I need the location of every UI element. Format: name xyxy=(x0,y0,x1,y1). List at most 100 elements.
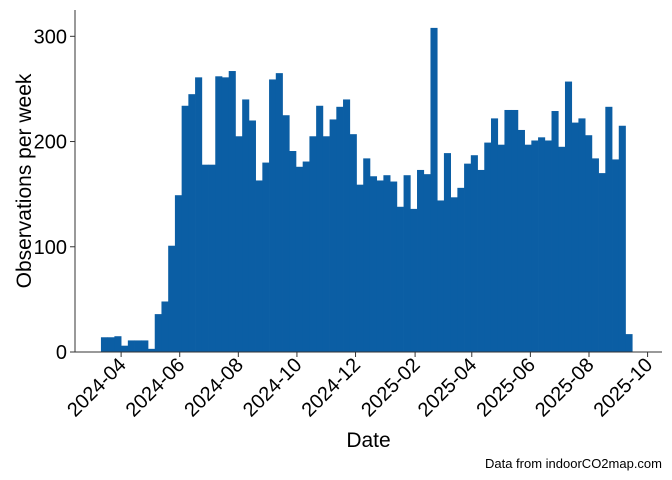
histogram-bar xyxy=(578,118,586,352)
histogram-bar xyxy=(564,81,573,352)
histogram-bar xyxy=(349,134,357,352)
histogram-bar xyxy=(329,119,337,352)
histogram-bar xyxy=(316,105,324,352)
y-tick-label: 0 xyxy=(56,342,67,364)
histogram-bar xyxy=(390,181,398,352)
histogram-bar xyxy=(470,155,478,352)
histogram-bar xyxy=(242,99,250,352)
histogram-bar xyxy=(571,122,579,352)
y-tick-label: 200 xyxy=(34,132,67,154)
histogram-bar xyxy=(551,111,559,353)
histogram-bar xyxy=(464,163,472,352)
histogram-bar xyxy=(457,187,465,352)
histogram-bar xyxy=(558,146,566,352)
data-source-caption: Data from indoorCO2map.com xyxy=(484,456,662,471)
histogram-bar xyxy=(504,109,512,352)
histogram-bar xyxy=(295,166,304,352)
histogram-bar xyxy=(215,76,223,353)
histogram-bar xyxy=(188,94,196,353)
histogram-bar xyxy=(531,140,539,352)
histogram-bar xyxy=(369,176,378,352)
x-tick-label: 2025-08 xyxy=(531,354,598,421)
x-axis-title: Date xyxy=(346,429,390,452)
histogram-bar xyxy=(544,140,552,352)
x-tick-label: 2024-04 xyxy=(63,354,130,421)
histogram-bar xyxy=(275,73,283,352)
x-tick-label: 2025-04 xyxy=(414,354,481,421)
y-tick-label: 100 xyxy=(34,237,67,259)
x-tick-label: 2025-10 xyxy=(590,354,657,421)
histogram-bar xyxy=(100,337,109,352)
y-axis-ticks: 0 100 200 300 xyxy=(34,26,75,364)
x-tick-label: 2025-06 xyxy=(472,354,539,421)
x-tick-label: 2024-08 xyxy=(180,354,247,421)
x-axis-ticks: 2024-042024-062024-082024-102024-122025-… xyxy=(63,352,657,421)
histogram-bar xyxy=(168,245,176,352)
histogram-bar xyxy=(174,195,182,352)
histogram-bar xyxy=(141,340,149,352)
histogram-bar xyxy=(612,159,620,352)
histogram-bar xyxy=(605,106,613,352)
x-tick-label: 2024-12 xyxy=(298,354,365,421)
histogram-bar xyxy=(497,144,505,352)
histogram-bar xyxy=(248,120,256,353)
histogram-bar xyxy=(477,169,485,352)
histogram-bar xyxy=(282,115,290,352)
histogram-bar xyxy=(289,151,297,352)
histogram-bar xyxy=(417,169,425,352)
histogram-bar xyxy=(255,180,263,352)
histogram-bar xyxy=(336,106,344,352)
histogram-bar xyxy=(269,79,277,352)
bars-group xyxy=(100,27,633,353)
histogram-bar xyxy=(598,173,606,352)
histogram-bar xyxy=(154,314,162,352)
histogram-bar xyxy=(376,180,384,352)
histogram-bar xyxy=(517,129,525,352)
x-tick-label: 2025-02 xyxy=(357,354,424,421)
histogram-bar xyxy=(538,137,546,352)
histogram-bar xyxy=(484,142,492,352)
histogram-bar xyxy=(343,99,351,352)
histogram-bar xyxy=(524,144,532,352)
histogram-bar xyxy=(423,174,431,352)
histogram-bar xyxy=(450,197,458,352)
histogram-bar xyxy=(221,77,230,352)
histogram-bar xyxy=(121,345,129,352)
histogram-bar xyxy=(585,135,593,352)
histogram-bar xyxy=(114,336,122,352)
histogram-bar xyxy=(107,337,115,352)
histogram-bar xyxy=(396,206,404,352)
histogram-bar xyxy=(322,136,330,352)
histogram-bar xyxy=(490,118,499,352)
histogram-bar xyxy=(134,340,142,352)
histogram-bar xyxy=(208,164,216,352)
histogram-bar xyxy=(356,184,364,352)
histogram-bar xyxy=(228,71,236,352)
histogram-bar xyxy=(618,125,626,352)
histogram-bar xyxy=(410,208,418,352)
histogram-bar xyxy=(127,340,135,352)
histogram-bar xyxy=(161,301,169,352)
histogram-bar xyxy=(302,161,310,352)
x-tick-label: 2024-06 xyxy=(122,354,189,421)
histogram-bar xyxy=(437,200,445,352)
histogram-bar xyxy=(403,175,411,352)
histogram-bar xyxy=(363,158,371,352)
y-tick-label: 300 xyxy=(34,26,67,48)
histogram-bar xyxy=(148,348,156,352)
y-axis-title: Observations per week xyxy=(13,73,36,288)
histogram-bar xyxy=(625,334,633,352)
histogram-bar xyxy=(262,162,270,352)
histogram-bar xyxy=(511,109,519,352)
histogram-bar xyxy=(430,27,438,352)
histogram-bar xyxy=(309,136,317,352)
histogram-bar xyxy=(195,77,203,352)
histogram-bar xyxy=(201,164,209,352)
histogram-bar xyxy=(591,158,599,352)
histogram-bar xyxy=(235,136,243,352)
histogram-bar xyxy=(443,153,451,352)
x-tick-label: 2024-10 xyxy=(239,354,306,421)
histogram-bar xyxy=(181,105,189,352)
histogram-bar xyxy=(383,175,391,352)
